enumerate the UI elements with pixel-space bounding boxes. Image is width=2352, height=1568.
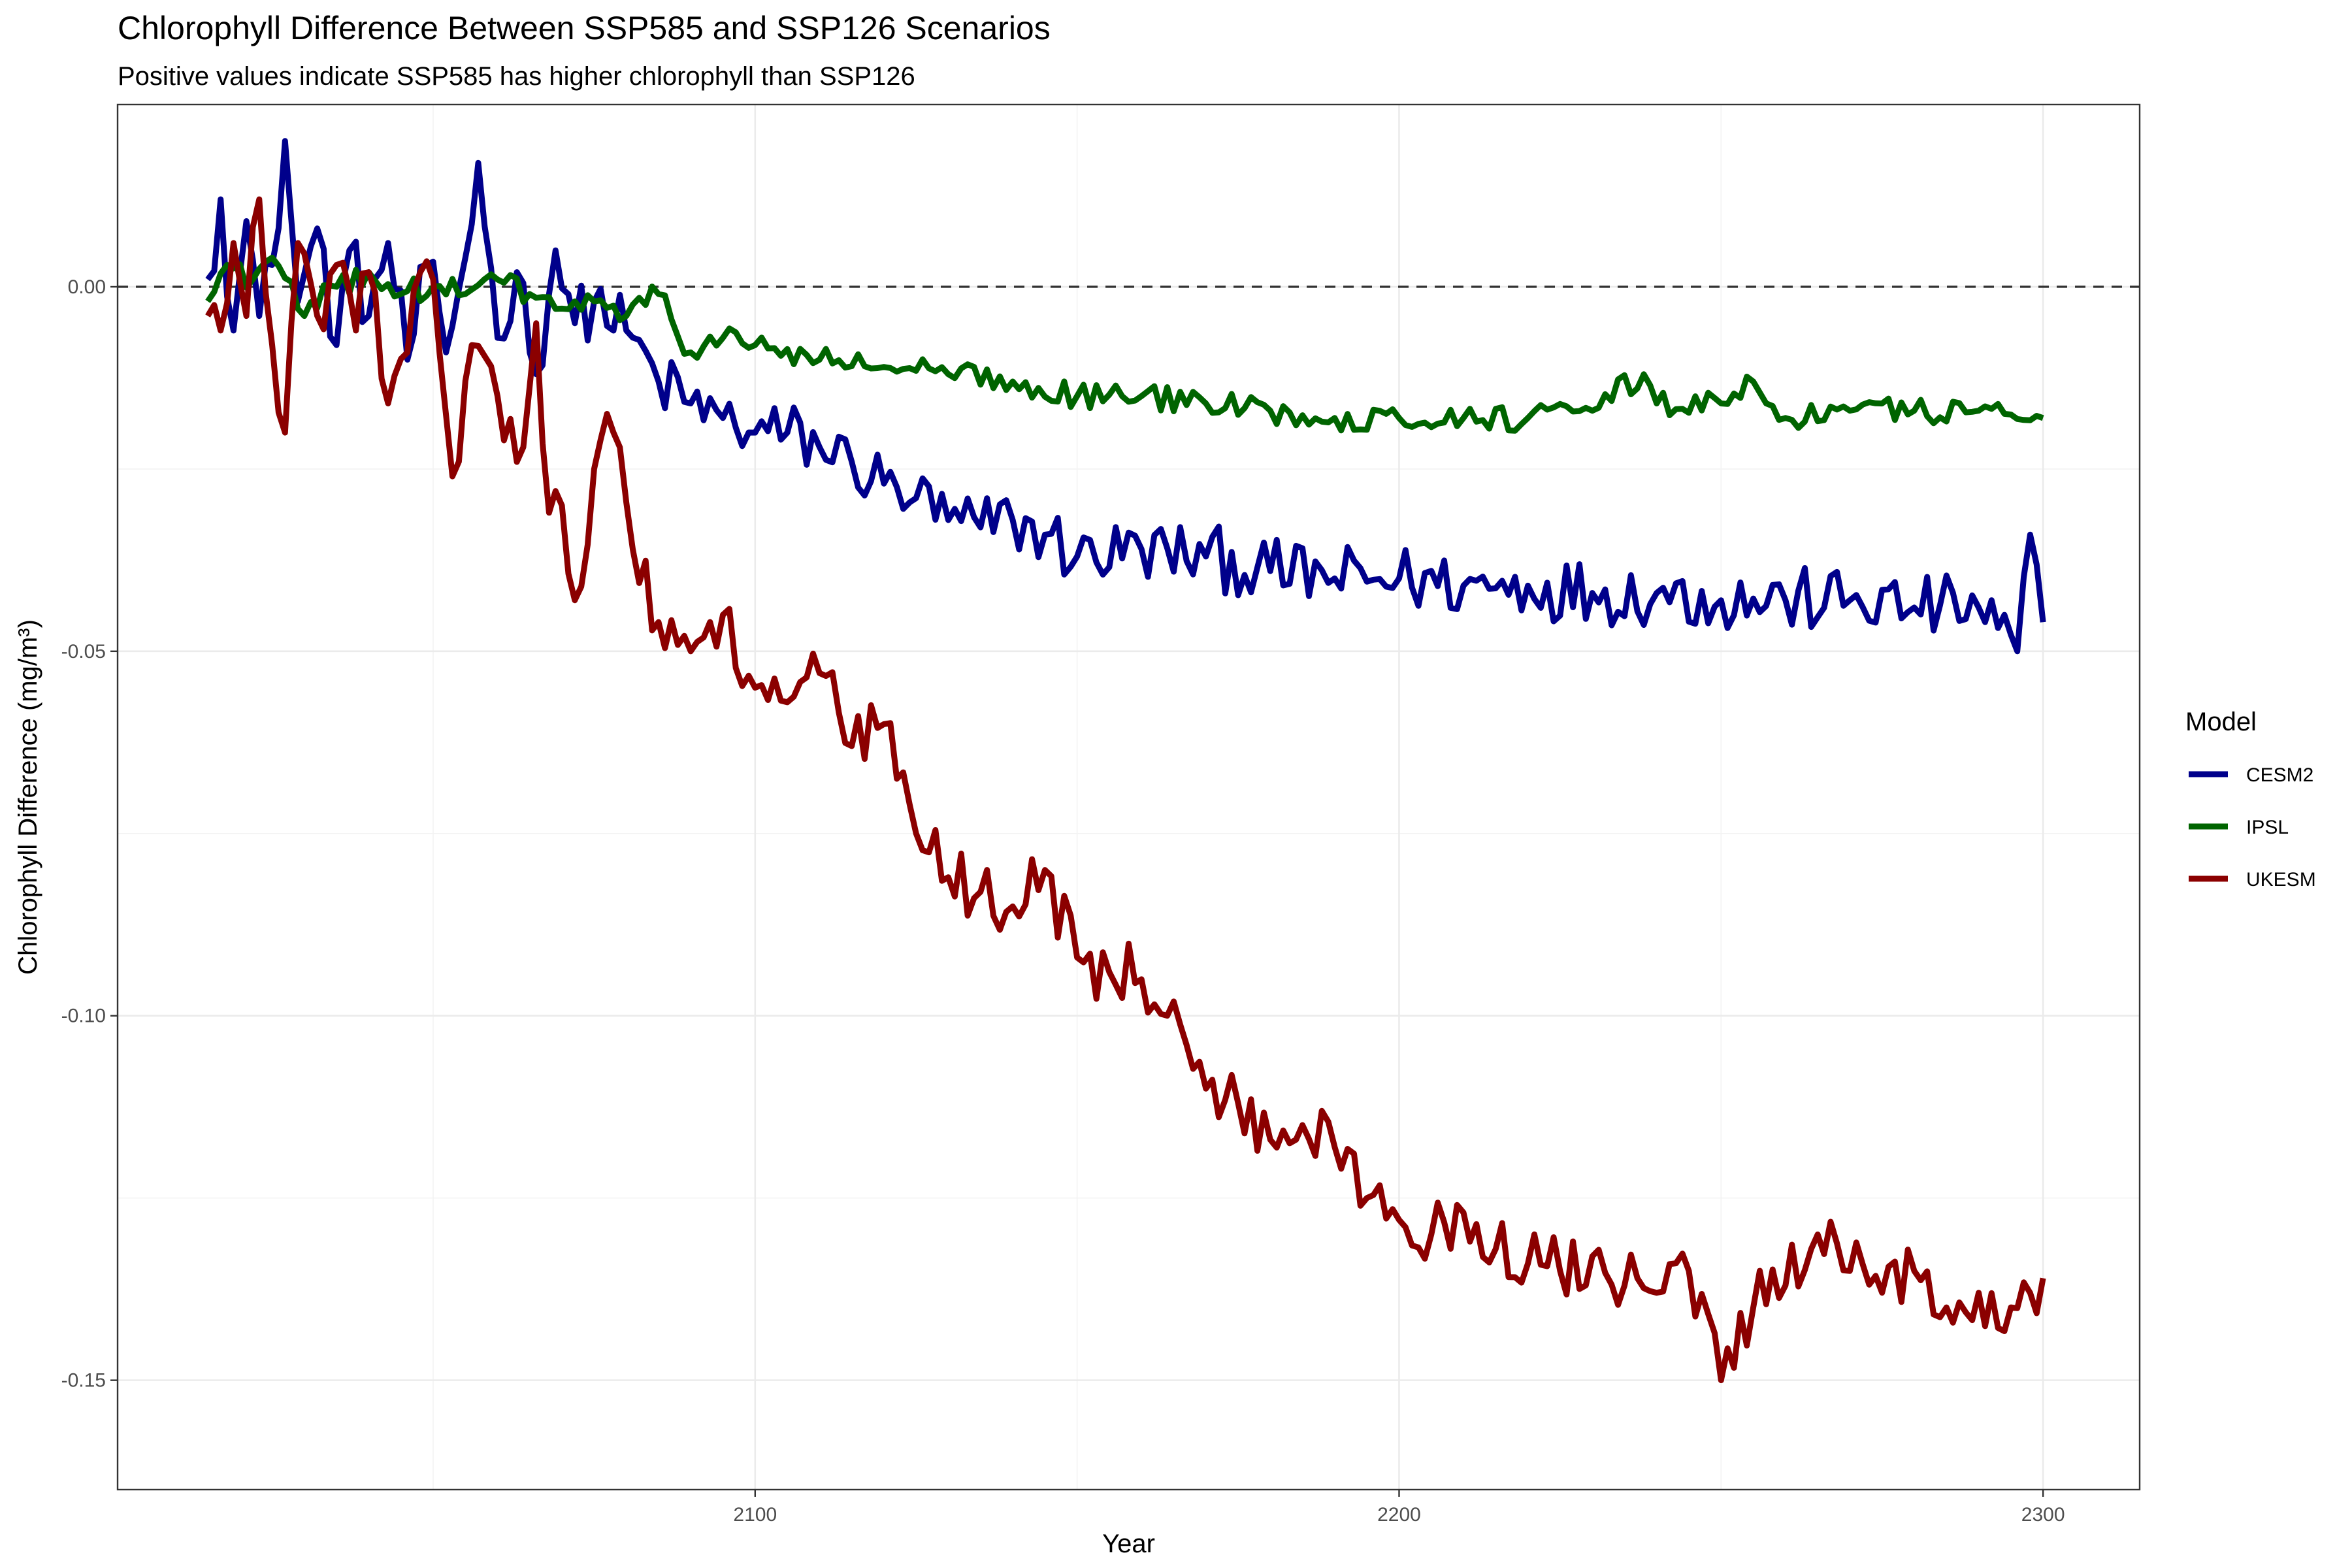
series-line-ukesm — [205, 196, 2046, 1384]
series-lines — [205, 138, 2046, 1384]
y-tick-label: -0.05 — [61, 641, 106, 662]
plot-panel — [116, 103, 2141, 1491]
x-tick-label: 2300 — [2021, 1504, 2065, 1526]
y-tick-label: 0.00 — [68, 276, 106, 298]
legend: Model CESM2 IPSL UKESM — [2185, 708, 2316, 890]
series-line-ipsl — [205, 254, 2044, 434]
y-tick-label: -0.15 — [61, 1370, 106, 1392]
x-tick-label: 2200 — [1377, 1504, 1421, 1526]
y-tick-label: -0.10 — [61, 1005, 106, 1027]
legend-label-cesm2: CESM2 — [2246, 764, 2313, 786]
x-tick-label: 2100 — [733, 1504, 777, 1526]
legend-title: Model — [2185, 708, 2257, 736]
legend-label-ipsl: IPSL — [2246, 817, 2289, 838]
y-axis-title: Chlorophyll Difference (mg/m³) — [14, 619, 42, 975]
series-line-cesm2 — [205, 138, 2046, 655]
chart-subtitle: Positive values indicate SSP585 has high… — [118, 62, 915, 91]
grid — [118, 104, 2140, 1490]
axis-ticks: 2100 2200 2300 0.00 -0.05 -0.10 -0.15 — [61, 276, 2065, 1526]
chart-title: Chlorophyll Difference Between SSP585 an… — [118, 10, 1051, 46]
legend-label-ukesm: UKESM — [2246, 869, 2316, 890]
x-axis-title: Year — [1102, 1529, 1155, 1558]
